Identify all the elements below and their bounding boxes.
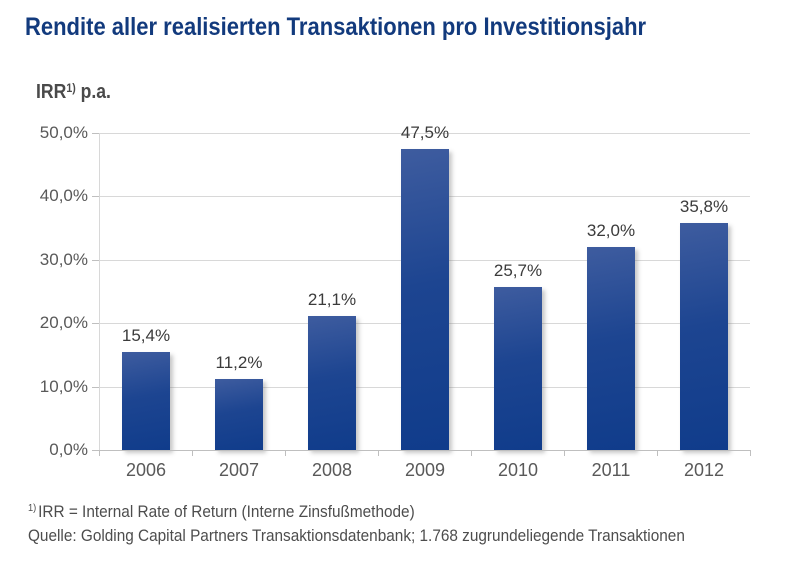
y-axis-title-suffix: p.a. xyxy=(80,81,111,103)
x-axis-line xyxy=(99,450,750,451)
footnote-source: Quelle: Golding Capital Partners Transak… xyxy=(28,527,685,546)
y-axis-title-superscript: 1) xyxy=(66,81,76,95)
y-axis-line xyxy=(99,133,100,450)
x-tick-label-2012: 2012 xyxy=(683,460,725,480)
y-tick-label-20: 20,0% xyxy=(39,313,88,333)
y-tick-label-10: 10,0% xyxy=(39,376,88,396)
x-tick-label-2011: 2011 xyxy=(591,460,631,480)
x-tick-label-2008: 2008 xyxy=(311,460,353,480)
bar-2011 xyxy=(587,247,635,450)
footnote-irr-text: IRR = Internal Rate of Return (Interne Z… xyxy=(38,503,415,521)
bar-2008 xyxy=(308,316,356,450)
bar-2009 xyxy=(401,149,449,450)
y-tick-mark-30 xyxy=(92,259,99,261)
x-tick-mark-1 xyxy=(192,450,193,456)
y-tick-mark-40 xyxy=(92,196,99,198)
bar-value-label-2008: 21,1% xyxy=(307,290,357,309)
bar-2007 xyxy=(215,379,263,450)
footnote-irr-superscript: 1) xyxy=(28,503,37,514)
chart-title: Rendite aller realisierten Transaktionen… xyxy=(25,13,647,41)
footnote-source-text: Quelle: Golding Capital Partners Transak… xyxy=(28,527,685,545)
y-axis-title-text: IRR xyxy=(36,81,67,103)
x-tick-label-2007: 2007 xyxy=(218,460,260,480)
y-tick-mark-50 xyxy=(92,133,99,134)
x-tick-mark-5 xyxy=(564,450,565,456)
x-tick-mark-3 xyxy=(378,450,379,456)
bar-value-label-2009: 47,5% xyxy=(400,123,450,142)
bar-value-label-2007: 11,2% xyxy=(215,353,263,372)
gridline-50 xyxy=(99,133,750,134)
bar-2006 xyxy=(122,352,170,450)
x-tick-label-2009: 2009 xyxy=(404,460,446,480)
footnote-irr: 1) IRR = Internal Rate of Return (Interne… xyxy=(28,503,415,522)
y-axis-title: IRR1) p.a. xyxy=(36,81,111,104)
y-tick-label-30: 30,0% xyxy=(39,249,88,269)
bar-value-label-2006: 15,4% xyxy=(121,326,171,345)
y-tick-mark-10 xyxy=(92,386,99,388)
x-tick-mark-2 xyxy=(285,450,286,456)
bar-2012 xyxy=(680,223,728,450)
y-tick-label-0: 0,0% xyxy=(49,440,88,459)
y-tick-label-40: 40,0% xyxy=(39,186,88,206)
bar-value-label-2010: 25,7% xyxy=(493,261,543,280)
bar-2010 xyxy=(494,287,542,450)
y-tick-mark-0 xyxy=(92,450,99,451)
x-tick-mark-0 xyxy=(99,450,100,456)
x-tick-label-2006: 2006 xyxy=(125,460,167,480)
y-tick-label-50: 50,0% xyxy=(39,123,88,142)
y-tick-mark-20 xyxy=(92,323,99,325)
bar-value-label-2012: 35,8% xyxy=(679,197,729,216)
x-tick-mark-7 xyxy=(750,450,751,456)
x-tick-mark-6 xyxy=(657,450,658,456)
x-tick-label-2010: 2010 xyxy=(497,460,539,480)
bar-value-label-2011: 32,0% xyxy=(586,221,636,240)
x-tick-mark-4 xyxy=(471,450,472,456)
